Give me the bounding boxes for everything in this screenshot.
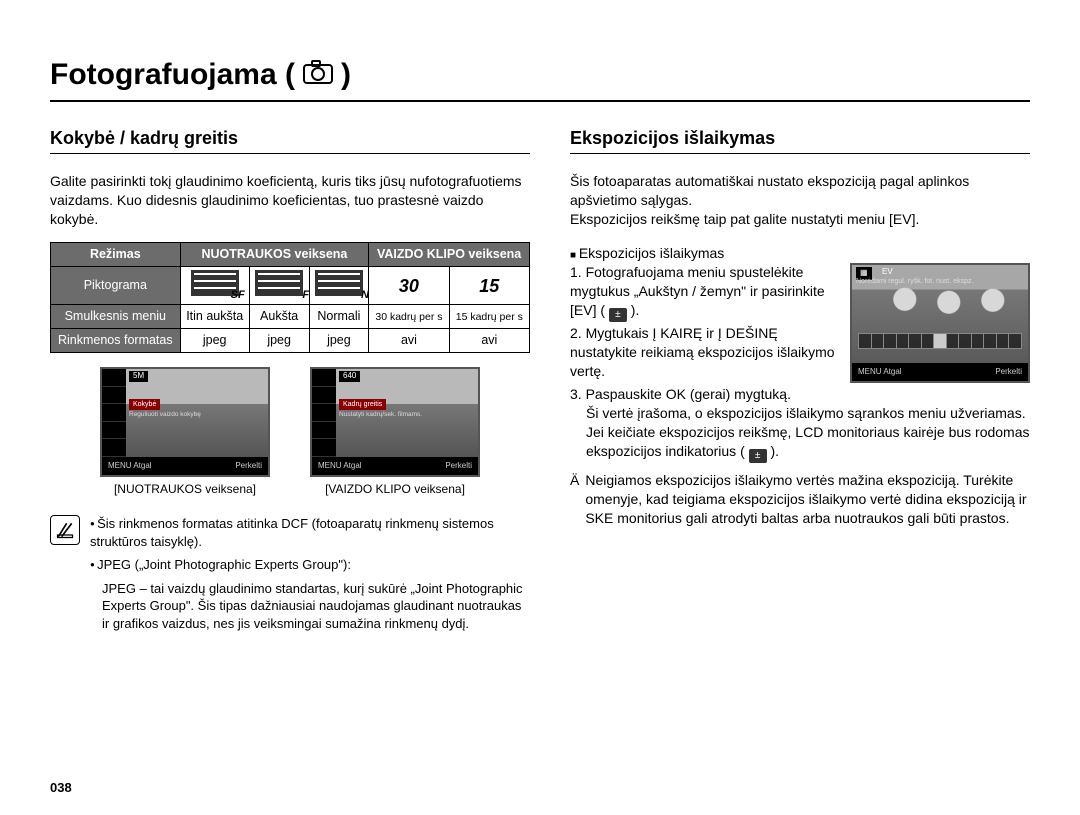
- sub-2: Normali: [309, 305, 369, 329]
- overlay-sub-2: Nustatyti kadrų/sek. filmams.: [339, 411, 422, 420]
- fmt-1: jpeg: [249, 329, 309, 353]
- badge-5m: 5M: [129, 371, 148, 382]
- page-title-close: ): [341, 55, 351, 96]
- section-title-exposure: Ekspozicijos išlaikymas: [570, 126, 1030, 154]
- note-box: Šis rinkmenos formatas atitinka DCF (fot…: [50, 515, 530, 638]
- page-title: Fotografuojama ( ): [50, 55, 1030, 102]
- left-column: Kokybė / kadrų greitis Galite pasirinkti…: [50, 126, 530, 639]
- sub-4: 15 kadrų per s: [449, 305, 529, 329]
- th-mode: Režimas: [51, 243, 181, 267]
- sub-1: Aukšta: [249, 305, 309, 329]
- fmt-0: jpeg: [180, 329, 249, 353]
- exposure-subhead: Ekspozicijos išlaikymas: [570, 244, 1030, 263]
- note-icon: [50, 515, 80, 545]
- th-format: Rinkmenos formatas: [51, 329, 181, 353]
- steps-text: 1. Fotografuojama meniu spustelėkite myg…: [570, 263, 840, 383]
- caption-2: [VAIZDO KLIPO veiksena]: [310, 481, 480, 497]
- step-3b: Ši vertė įrašoma, o ekspozicijos išlaiky…: [570, 404, 1030, 463]
- asterisk-text: Neigiamos ekspozicijos išlaikymo vertės …: [585, 471, 1030, 528]
- bb-right-2: Perkelti: [445, 461, 472, 472]
- thumb-video: 640 Kadrų greitis Nustatyti kadrų/sek. f…: [310, 367, 480, 497]
- sub-3: 30 kadrų per s: [369, 305, 449, 329]
- quality-table: Režimas NUOTRAUKOS veiksena VAIZDO KLIPO…: [50, 242, 530, 353]
- picto-15: 15: [449, 267, 529, 305]
- thumbnails-row: 5M Kokybė Reguliuoti vaizdo kokybę MENU …: [50, 367, 530, 497]
- bb-left-2: MENU Atgal: [318, 461, 362, 472]
- overlay-sub-1: Reguliuoti vaizdo kokybę: [129, 411, 201, 420]
- fmt-2: jpeg: [309, 329, 369, 353]
- note-b1: Šis rinkmenos formatas atitinka DCF (fot…: [90, 515, 530, 550]
- overlay-title-1: Kokybė: [129, 399, 160, 410]
- ev-br: Perkelti: [995, 367, 1022, 378]
- picto-sf: SF: [180, 267, 249, 305]
- lcd-photo: 5M Kokybė Reguliuoti vaizdo kokybę MENU …: [100, 367, 270, 477]
- sub-0: Itin aukšta: [180, 305, 249, 329]
- ev-bl: MENU Atgal: [858, 367, 902, 378]
- asterisk-symbol: Ä: [570, 471, 579, 528]
- step-3: 3. Paspauskite OK (gerai) mygtuką.: [570, 385, 1030, 404]
- note-b2: JPEG („Joint Photographic Experts Group"…: [90, 556, 530, 574]
- fmt-4: avi: [449, 329, 529, 353]
- lcd-video: 640 Kadrų greitis Nustatyti kadrų/sek. f…: [310, 367, 480, 477]
- page-title-text: Fotografuojama (: [50, 55, 295, 96]
- bb-left-1: MENU Atgal: [108, 461, 152, 472]
- badge-640: 640: [339, 371, 360, 382]
- thumb-photo: 5M Kokybė Reguliuoti vaizdo kokybę MENU …: [100, 367, 270, 497]
- caption-1: [NUOTRAUKOS veiksena]: [100, 481, 270, 497]
- page-number: 038: [50, 779, 72, 797]
- camera-icon: [303, 58, 333, 93]
- asterisk-note: Ä Neigiamos ekspozicijos išlaikymo vertė…: [570, 471, 1030, 528]
- note-body: Šis rinkmenos formatas atitinka DCF (fot…: [90, 515, 530, 638]
- exposure-intro: Šis fotoaparatas automatiškai nustato ek…: [570, 172, 1030, 229]
- th-photo: NUOTRAUKOS veiksena: [180, 243, 369, 267]
- ev-scale: [858, 333, 1022, 349]
- step-2: 2. Mygtukais Į KAIRĘ ir Į DEŠINĘ nustaty…: [570, 324, 840, 381]
- picto-30: 30: [369, 267, 449, 305]
- ev-icon-2: ±: [749, 449, 767, 463]
- overlay-title-2: Kadrų greitis: [339, 399, 386, 410]
- right-column: Ekspozicijos išlaikymas Šis fotoaparatas…: [570, 126, 1030, 639]
- quality-intro: Galite pasirinkti tokį glaudinimo koefic…: [50, 172, 530, 229]
- bb-right-1: Perkelti: [235, 461, 262, 472]
- th-sub: Smulkesnis meniu: [51, 305, 181, 329]
- ev-icon: ±: [609, 308, 627, 322]
- picto-n: N: [309, 267, 369, 305]
- fmt-3: avi: [369, 329, 449, 353]
- th-video: VAIZDO KLIPO veiksena: [369, 243, 530, 267]
- section-title-quality: Kokybė / kadrų greitis: [50, 126, 530, 154]
- step-1: 1. Fotografuojama meniu spustelėkite myg…: [570, 263, 840, 322]
- lcd-ev: ▦ EV Norėdami regul. ryšk. fot. nust. ek…: [850, 263, 1030, 383]
- note-b2-body: JPEG – tai vaizdų glaudinimo standartas,…: [90, 580, 530, 633]
- picto-f: F: [249, 267, 309, 305]
- th-pikto: Piktograma: [51, 267, 181, 305]
- ev-hint: Norėdami regul. ryšk. fot. nust. ekspz.: [856, 277, 974, 286]
